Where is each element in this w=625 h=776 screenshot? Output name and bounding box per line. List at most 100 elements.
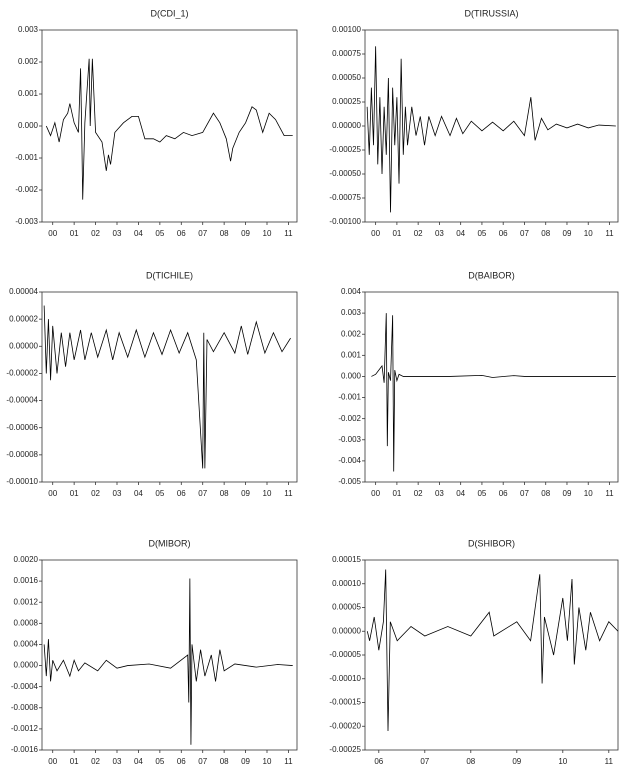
x-tick-label: 05 <box>155 489 164 498</box>
x-tick-label: 04 <box>456 229 465 238</box>
x-tick-label: 10 <box>263 229 272 238</box>
x-tick-label: 05 <box>155 229 164 238</box>
y-tick-label: 0.00015 <box>332 555 361 564</box>
y-tick-label: -0.00002 <box>6 369 38 378</box>
y-tick-label: -0.00025 <box>329 745 361 754</box>
x-tick-label: 03 <box>113 489 122 498</box>
chart-title: D(SHIBOR) <box>468 538 515 548</box>
x-tick-label: 10 <box>558 757 567 766</box>
x-tick-label: 00 <box>48 757 57 766</box>
x-tick-label: 11 <box>284 489 293 498</box>
x-tick-label: 07 <box>520 489 529 498</box>
chart-title: D(MIBOR) <box>149 538 191 548</box>
y-tick-label: -0.00050 <box>329 169 361 178</box>
x-tick-label: 06 <box>374 757 383 766</box>
x-tick-label: 08 <box>541 489 550 498</box>
plot-frame <box>364 559 619 751</box>
y-tick-label: -0.00015 <box>329 698 361 707</box>
y-tick-label: 0.00025 <box>332 97 361 106</box>
x-tick-label: 06 <box>499 229 508 238</box>
x-tick-label: 06 <box>177 229 186 238</box>
y-tick-label: -0.00100 <box>329 217 361 226</box>
x-tick-label: 01 <box>392 229 401 238</box>
y-tick-label: -0.001 <box>15 153 38 162</box>
x-tick-label: 01 <box>70 229 79 238</box>
y-tick-label: -0.001 <box>338 393 361 402</box>
x-tick-label: 07 <box>520 229 529 238</box>
y-tick-label: 0.003 <box>18 25 39 34</box>
x-tick-label: 09 <box>241 489 250 498</box>
x-tick-label: 08 <box>220 489 229 498</box>
y-tick-label: -0.00020 <box>329 721 361 730</box>
x-tick-label: 00 <box>371 489 380 498</box>
x-tick-label: 09 <box>241 757 250 766</box>
y-tick-label: 0.00100 <box>332 25 361 34</box>
x-tick-label: 02 <box>91 757 100 766</box>
x-tick-label: 03 <box>113 757 122 766</box>
y-tick-label: -0.0004 <box>11 682 39 691</box>
chart-title: D(TIRUSSIA) <box>465 8 519 18</box>
series-line <box>366 46 616 213</box>
y-tick-label: 0.0004 <box>14 640 39 649</box>
y-tick-label: -0.00010 <box>6 477 38 486</box>
y-tick-label: -0.002 <box>338 414 361 423</box>
x-tick-label: 03 <box>435 489 444 498</box>
series-line <box>371 313 616 472</box>
x-tick-label: 08 <box>541 229 550 238</box>
x-tick-label: 11 <box>284 757 293 766</box>
x-tick-label: 11 <box>605 229 614 238</box>
x-tick-label: 04 <box>134 757 143 766</box>
x-tick-label: 05 <box>477 229 486 238</box>
x-tick-label: 08 <box>466 757 475 766</box>
x-tick-label: 10 <box>263 757 272 766</box>
y-tick-label: 0.0000 <box>14 661 39 670</box>
chart-title: D(CDI_1) <box>150 8 188 18</box>
x-tick-label: 09 <box>512 757 521 766</box>
y-tick-label: 0.00000 <box>332 121 361 130</box>
y-tick-label: -0.002 <box>15 185 38 194</box>
y-tick-label: 0.00002 <box>9 314 38 323</box>
y-tick-label: 0.002 <box>18 57 39 66</box>
y-tick-label: -0.0008 <box>11 703 39 712</box>
chart-title: D(TICHILE) <box>146 270 193 280</box>
x-tick-label: 08 <box>220 757 229 766</box>
x-tick-label: 09 <box>563 489 572 498</box>
y-tick-label: -0.005 <box>338 477 361 486</box>
x-tick-label: 00 <box>48 489 57 498</box>
y-tick-label: -0.00010 <box>329 674 361 683</box>
x-tick-label: 09 <box>563 229 572 238</box>
y-tick-label: 0.00050 <box>332 73 361 82</box>
y-tick-label: 0.001 <box>18 89 39 98</box>
y-tick-label: -0.00025 <box>329 145 361 154</box>
x-tick-label: 05 <box>155 757 164 766</box>
y-tick-label: 0.0020 <box>14 555 39 564</box>
x-tick-label: 05 <box>477 489 486 498</box>
x-tick-label: 09 <box>241 229 250 238</box>
y-tick-label: 0.000 <box>341 372 362 381</box>
y-tick-label: 0.00075 <box>332 49 361 58</box>
x-tick-label: 11 <box>605 489 614 498</box>
y-tick-label: -0.0012 <box>11 724 39 733</box>
x-tick-label: 00 <box>371 229 380 238</box>
series-line <box>366 569 619 732</box>
series-line <box>43 305 291 469</box>
x-tick-label: 04 <box>456 489 465 498</box>
y-tick-label: -0.0016 <box>11 745 39 754</box>
plot-frame <box>41 29 298 223</box>
x-tick-label: 07 <box>198 229 207 238</box>
y-tick-label: 0.00010 <box>332 579 361 588</box>
x-tick-label: 00 <box>48 229 57 238</box>
x-tick-label: 01 <box>70 489 79 498</box>
y-tick-label: 0.001 <box>341 350 362 359</box>
x-tick-label: 07 <box>420 757 429 766</box>
x-tick-label: 06 <box>177 489 186 498</box>
x-tick-label: 02 <box>91 489 100 498</box>
plot-frame <box>364 291 619 483</box>
y-tick-label: -0.00075 <box>329 193 361 202</box>
x-tick-label: 10 <box>263 489 272 498</box>
x-tick-label: 03 <box>113 229 122 238</box>
y-tick-label: 0.00005 <box>332 603 361 612</box>
series-line <box>45 58 293 200</box>
y-tick-label: 0.00004 <box>9 287 38 296</box>
y-tick-label: 0.00000 <box>9 341 38 350</box>
